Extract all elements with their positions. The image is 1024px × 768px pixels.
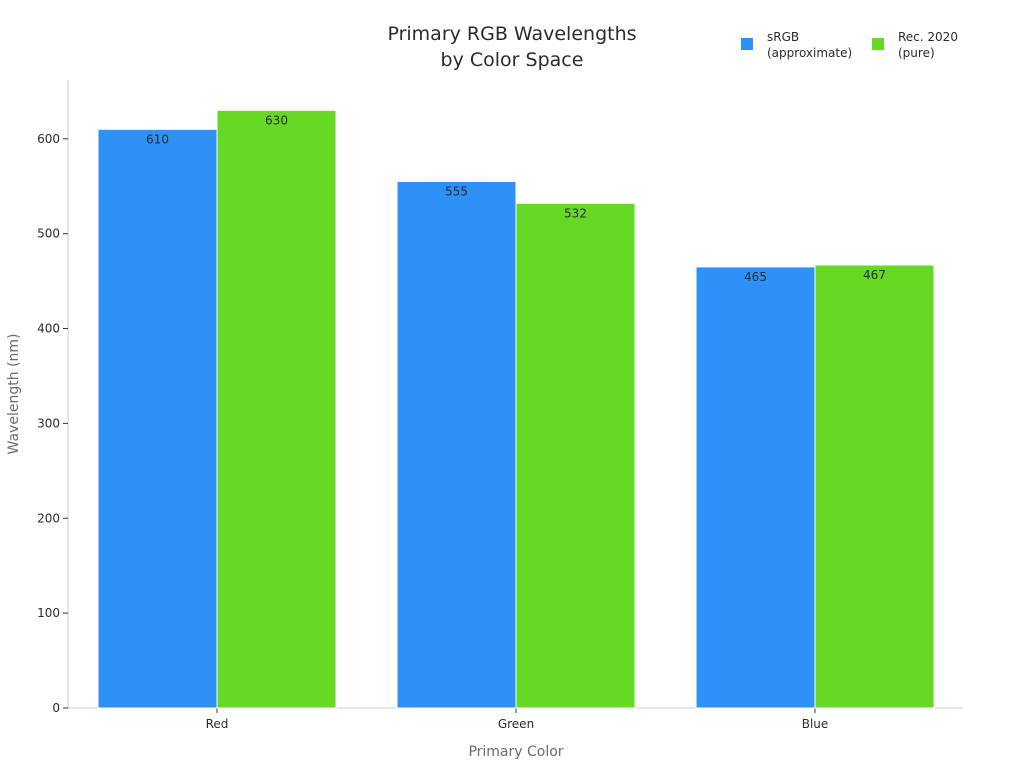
legend: sRGB (approximate) Rec. 2020 (pure) [741,30,958,60]
data-label: 465 [744,270,767,284]
y-tick-label: 500 [37,227,60,241]
chart-title: Primary RGB Wavelengths by Color Space [387,23,636,71]
legend-label: (pure) [898,46,935,60]
y-axis-label: Wavelength (nm) [6,334,22,455]
x-tick-label: Green [498,717,534,731]
data-label: 610 [146,132,169,146]
bar-red-series-0 [97,128,218,709]
data-labels: 610 630 555 532 465 467 [146,113,886,284]
bar-blue-series-1 [814,264,935,709]
chart-title-line: Primary RGB Wavelengths [387,23,636,45]
legend-swatch [741,38,753,50]
bar-red-series-1 [216,109,337,709]
axes: 0 100 200 300 400 500 600 Red Green Blue Primary C… [6,80,963,760]
bar-green-series-1 [515,202,636,709]
legend-item: sRGB (approximate) [741,30,852,60]
legend-label: sRGB [767,30,799,44]
data-label: 467 [863,268,886,282]
x-tick-label: Blue [802,717,829,731]
legend-label: Rec. 2020 [898,30,958,44]
y-tick-label: 400 [37,322,60,336]
data-label: 532 [564,206,587,220]
y-tick-label: 300 [37,416,60,430]
data-label: 555 [445,185,468,199]
bar-blue-series-0 [695,266,816,709]
x-tick-label: Red [206,717,229,731]
y-tick-label: 100 [37,606,60,620]
bars [97,109,935,709]
bar-green-series-0 [396,181,517,709]
y-tick-label: 600 [37,132,60,146]
x-axis-label: Primary Color [468,744,563,760]
data-label: 630 [265,113,288,127]
chart-title-line: by Color Space [441,49,584,71]
legend-swatch [872,38,884,50]
legend-item: Rec. 2020 (pure) [872,30,958,60]
legend-label: (approximate) [767,46,852,60]
y-tick-label: 200 [37,511,60,525]
y-tick-label: 0 [52,701,60,715]
